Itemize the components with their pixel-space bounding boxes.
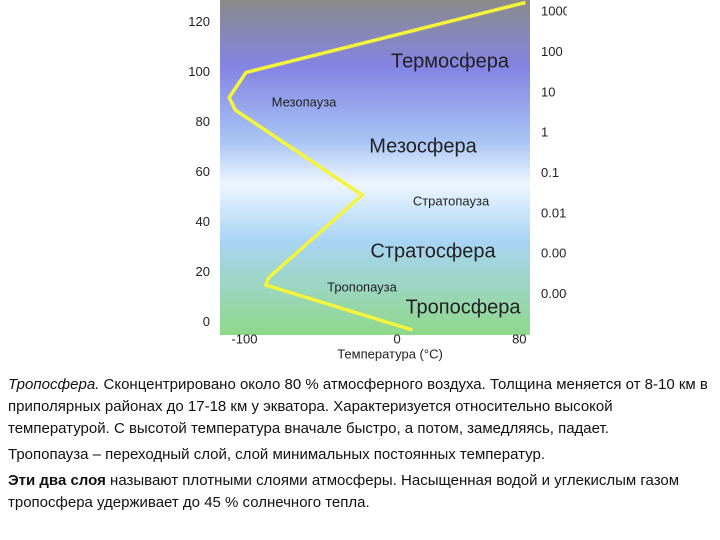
chart: Температура (°C) 0204060801001200.00010.… [188,0,581,361]
y-tick-label: 120 [188,14,210,29]
layer-label: Мезопауза [272,94,338,109]
text-body: Тропосфера. Сконцентрировано около 80 % … [8,374,714,518]
plot-background [220,0,530,335]
x-axis-label: Температура (°C) [337,346,443,361]
x-tick-label: 80 [512,331,526,346]
y-tick-label: 80 [196,114,210,129]
y2-tick-label: 0.0001 [541,286,581,301]
layer-label: Стратопауза [413,193,490,208]
y-tick-label: 0 [203,314,210,329]
y-tick-label: 60 [196,164,210,179]
paragraph: Эти два слоя называют плотными слоями ат… [8,470,714,514]
temperature-line [227,0,526,332]
layer-label: Мезосфера [369,135,477,157]
paragraph: Тропопауза – переходный слой, слой миним… [8,444,714,466]
lead: Тропосфера. [8,376,100,393]
body-text: Сконцентрировано около 80 % атмосферного… [8,376,708,437]
y-tick-label: 100 [188,64,210,79]
right-axis: 0.0001 0.001 0.01 0.1 1 10 100 1000 [541,4,581,301]
y2-tick-label: 0.1 [541,165,559,180]
layer-label: Стратосфера [370,240,496,262]
x-tick-label: 0 [394,331,401,346]
y2-tick-label: 1 [541,125,548,140]
layer-label: Тропосфера [405,296,521,318]
body-text: называют плотными слоями атмосферы. Насы… [8,472,680,511]
x-tick-label: -100 [231,331,257,346]
paragraph: Тропосфера. Сконцентрировано около 80 % … [8,374,714,440]
y-tick-label: 40 [196,214,210,229]
y2-tick-label: 10 [541,84,555,99]
layer-label: Термосфера [391,50,510,72]
y-tick-label: 20 [196,264,210,279]
lead: Эти два слоя [8,472,106,489]
y2-tick-label: 1000 [541,4,570,19]
y2-tick-label: 100 [541,44,563,59]
y2-tick-label: 0.01 [541,205,566,220]
layer-label: Тропопауза [327,279,398,294]
body-text: Тропопауза – переходный слой, слой миним… [8,446,545,463]
y2-tick-label: 0.001 [541,246,574,261]
